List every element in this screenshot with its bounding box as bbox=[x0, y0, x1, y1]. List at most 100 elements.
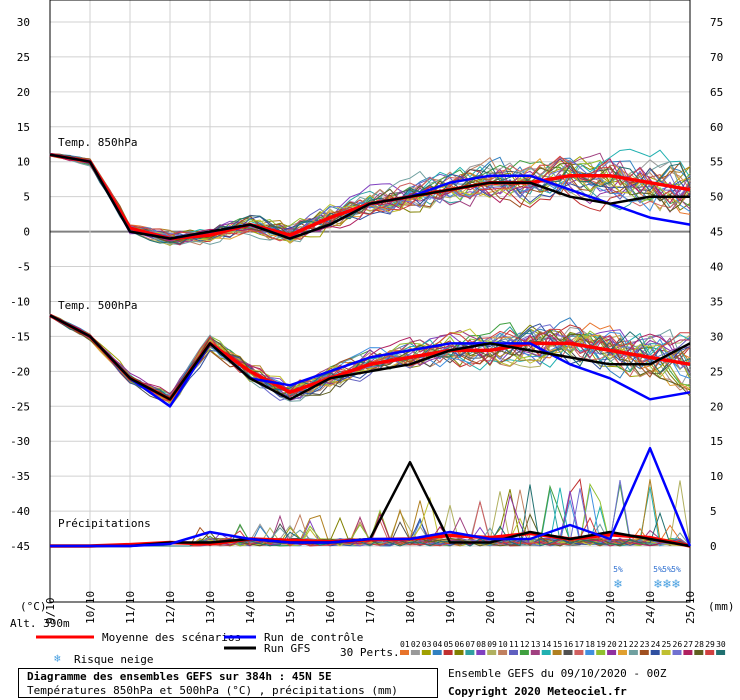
right-tick-label: 10 bbox=[710, 470, 723, 483]
gfs-series-t850 bbox=[49, 153, 690, 240]
main-series bbox=[49, 152, 692, 548]
chart-title: Diagramme des ensembles GEFS sur 384h : … bbox=[27, 670, 332, 683]
snow-risk-label: 5% bbox=[662, 565, 672, 574]
ensemble-member-t850 bbox=[49, 153, 691, 244]
snow-markers: 5%❄5%❄5%❄5%❄ bbox=[613, 565, 681, 592]
pert-swatch bbox=[443, 650, 453, 655]
pert-swatch bbox=[400, 650, 409, 655]
pert-swatch bbox=[596, 650, 606, 655]
left-tick-label: -10 bbox=[10, 295, 30, 308]
pert-id-label: 21 bbox=[618, 640, 628, 649]
right-tick-label: 70 bbox=[710, 51, 723, 64]
pert-swatch bbox=[476, 650, 486, 655]
left-tick-label: 20 bbox=[17, 86, 30, 99]
pert-id-label: 20 bbox=[607, 640, 617, 649]
pert-swatch bbox=[607, 650, 617, 655]
pert-id-label: 16 bbox=[564, 640, 574, 649]
legend-control-label: Run de contrôle bbox=[264, 631, 363, 644]
x-tick-label: 9/10 bbox=[44, 598, 57, 625]
right-tick-label: 60 bbox=[710, 121, 723, 134]
left-axis-unit: (°C) bbox=[20, 600, 47, 613]
ensemble-member-precip bbox=[50, 484, 691, 547]
left-tick-label: -45 bbox=[10, 540, 30, 553]
ensemble-member-t500 bbox=[49, 315, 690, 395]
x-tick-label: 11/10 bbox=[124, 591, 137, 624]
pert-id-label: 25 bbox=[662, 640, 672, 649]
pert-swatch bbox=[705, 650, 715, 655]
pert-id-label: 22 bbox=[629, 640, 639, 649]
right-tick-label: 0 bbox=[710, 540, 717, 553]
pert-id-label: 14 bbox=[542, 640, 552, 649]
label-t850: Temp. 850hPa bbox=[58, 136, 137, 149]
x-tick-label: 25/10 bbox=[684, 591, 697, 624]
pert-swatch bbox=[465, 650, 475, 655]
x-tick-label: 22/10 bbox=[564, 591, 577, 624]
pert-id-label: 03 bbox=[422, 640, 432, 649]
pert-swatch bbox=[683, 650, 693, 655]
left-tick-label: -35 bbox=[10, 470, 30, 483]
pert-id-label: 13 bbox=[531, 640, 541, 649]
x-tick-label: 13/10 bbox=[204, 591, 217, 624]
legend-perts-label: 30 Perts. bbox=[340, 646, 400, 659]
pert-id-label: 06 bbox=[455, 640, 465, 649]
pert-swatch bbox=[585, 650, 595, 655]
left-tick-label: 25 bbox=[17, 51, 30, 64]
pert-swatch bbox=[487, 650, 497, 655]
panel-labels: Temp. 850hPa Temp. 500hPa Précipitations bbox=[58, 136, 151, 530]
pert-swatch bbox=[628, 650, 638, 655]
snow-risk-label: 5% bbox=[613, 565, 623, 574]
snow-risk-label: 5% bbox=[671, 565, 681, 574]
pert-swatch bbox=[618, 650, 627, 655]
legend-snow-label: Risque neige bbox=[74, 653, 153, 666]
left-tick-label: 5 bbox=[23, 191, 30, 204]
pert-swatch bbox=[498, 650, 508, 655]
pert-swatch bbox=[574, 650, 584, 655]
x-tick-label: 15/10 bbox=[284, 591, 297, 624]
x-tick-label: 18/10 bbox=[404, 591, 417, 624]
pert-swatch bbox=[672, 650, 682, 655]
x-tick-label: 12/10 bbox=[164, 591, 177, 624]
left-tick-label: -15 bbox=[10, 330, 30, 343]
pert-id-label: 09 bbox=[487, 640, 497, 649]
legend: Moyenne des scénarios Run de contrôle Ru… bbox=[36, 631, 726, 666]
control-series-t500 bbox=[49, 314, 691, 408]
right-tick-label: 20 bbox=[710, 400, 723, 413]
x-tick-label: 17/10 bbox=[364, 591, 377, 624]
pert-swatch bbox=[694, 650, 704, 655]
ensemble-member-t850 bbox=[49, 155, 691, 244]
pert-swatch bbox=[661, 650, 671, 655]
left-tick-label: -5 bbox=[17, 261, 30, 274]
chart-title-box: Diagramme des ensembles GEFS sur 384h : … bbox=[18, 668, 438, 698]
right-tick-label: 15 bbox=[710, 435, 723, 448]
pert-swatch bbox=[650, 650, 660, 655]
x-tick-label: 24/10 bbox=[644, 591, 657, 624]
left-tick-label: -30 bbox=[10, 435, 30, 448]
pert-id-label: 18 bbox=[585, 640, 595, 649]
x-tick-label: 10/10 bbox=[84, 591, 97, 624]
left-tick-label: -20 bbox=[10, 365, 30, 378]
pert-id-label: 28 bbox=[694, 640, 704, 649]
right-tick-label: 45 bbox=[710, 226, 723, 239]
pert-swatch bbox=[519, 650, 529, 655]
legend-gfs-label: Run GFS bbox=[264, 642, 310, 655]
pert-id-label: 17 bbox=[574, 640, 584, 649]
run-info: Ensemble GEFS du 09/10/2020 - 00Z bbox=[448, 667, 667, 680]
label-t500: Temp. 500hPa bbox=[58, 299, 137, 312]
pert-swatch bbox=[716, 650, 726, 655]
pert-id-label: 15 bbox=[553, 640, 563, 649]
pert-id-label: 07 bbox=[465, 640, 475, 649]
pert-id-label: 19 bbox=[596, 640, 606, 649]
right-tick-label: 35 bbox=[710, 295, 723, 308]
snow-icon: ❄ bbox=[613, 577, 622, 592]
snow-icon: ❄ bbox=[54, 652, 61, 665]
snow-icon: ❄ bbox=[662, 577, 671, 592]
altitude-label: Alt. 390m bbox=[10, 617, 70, 630]
x-tick-label: 14/10 bbox=[244, 591, 257, 624]
x-tick-label: 20/10 bbox=[484, 591, 497, 624]
pert-swatch bbox=[509, 650, 518, 655]
legend-mean-label: Moyenne des scénarios bbox=[102, 631, 241, 644]
right-tick-label: 40 bbox=[710, 261, 723, 274]
pert-id-label: 24 bbox=[651, 640, 661, 649]
pert-id-label: 30 bbox=[716, 640, 726, 649]
